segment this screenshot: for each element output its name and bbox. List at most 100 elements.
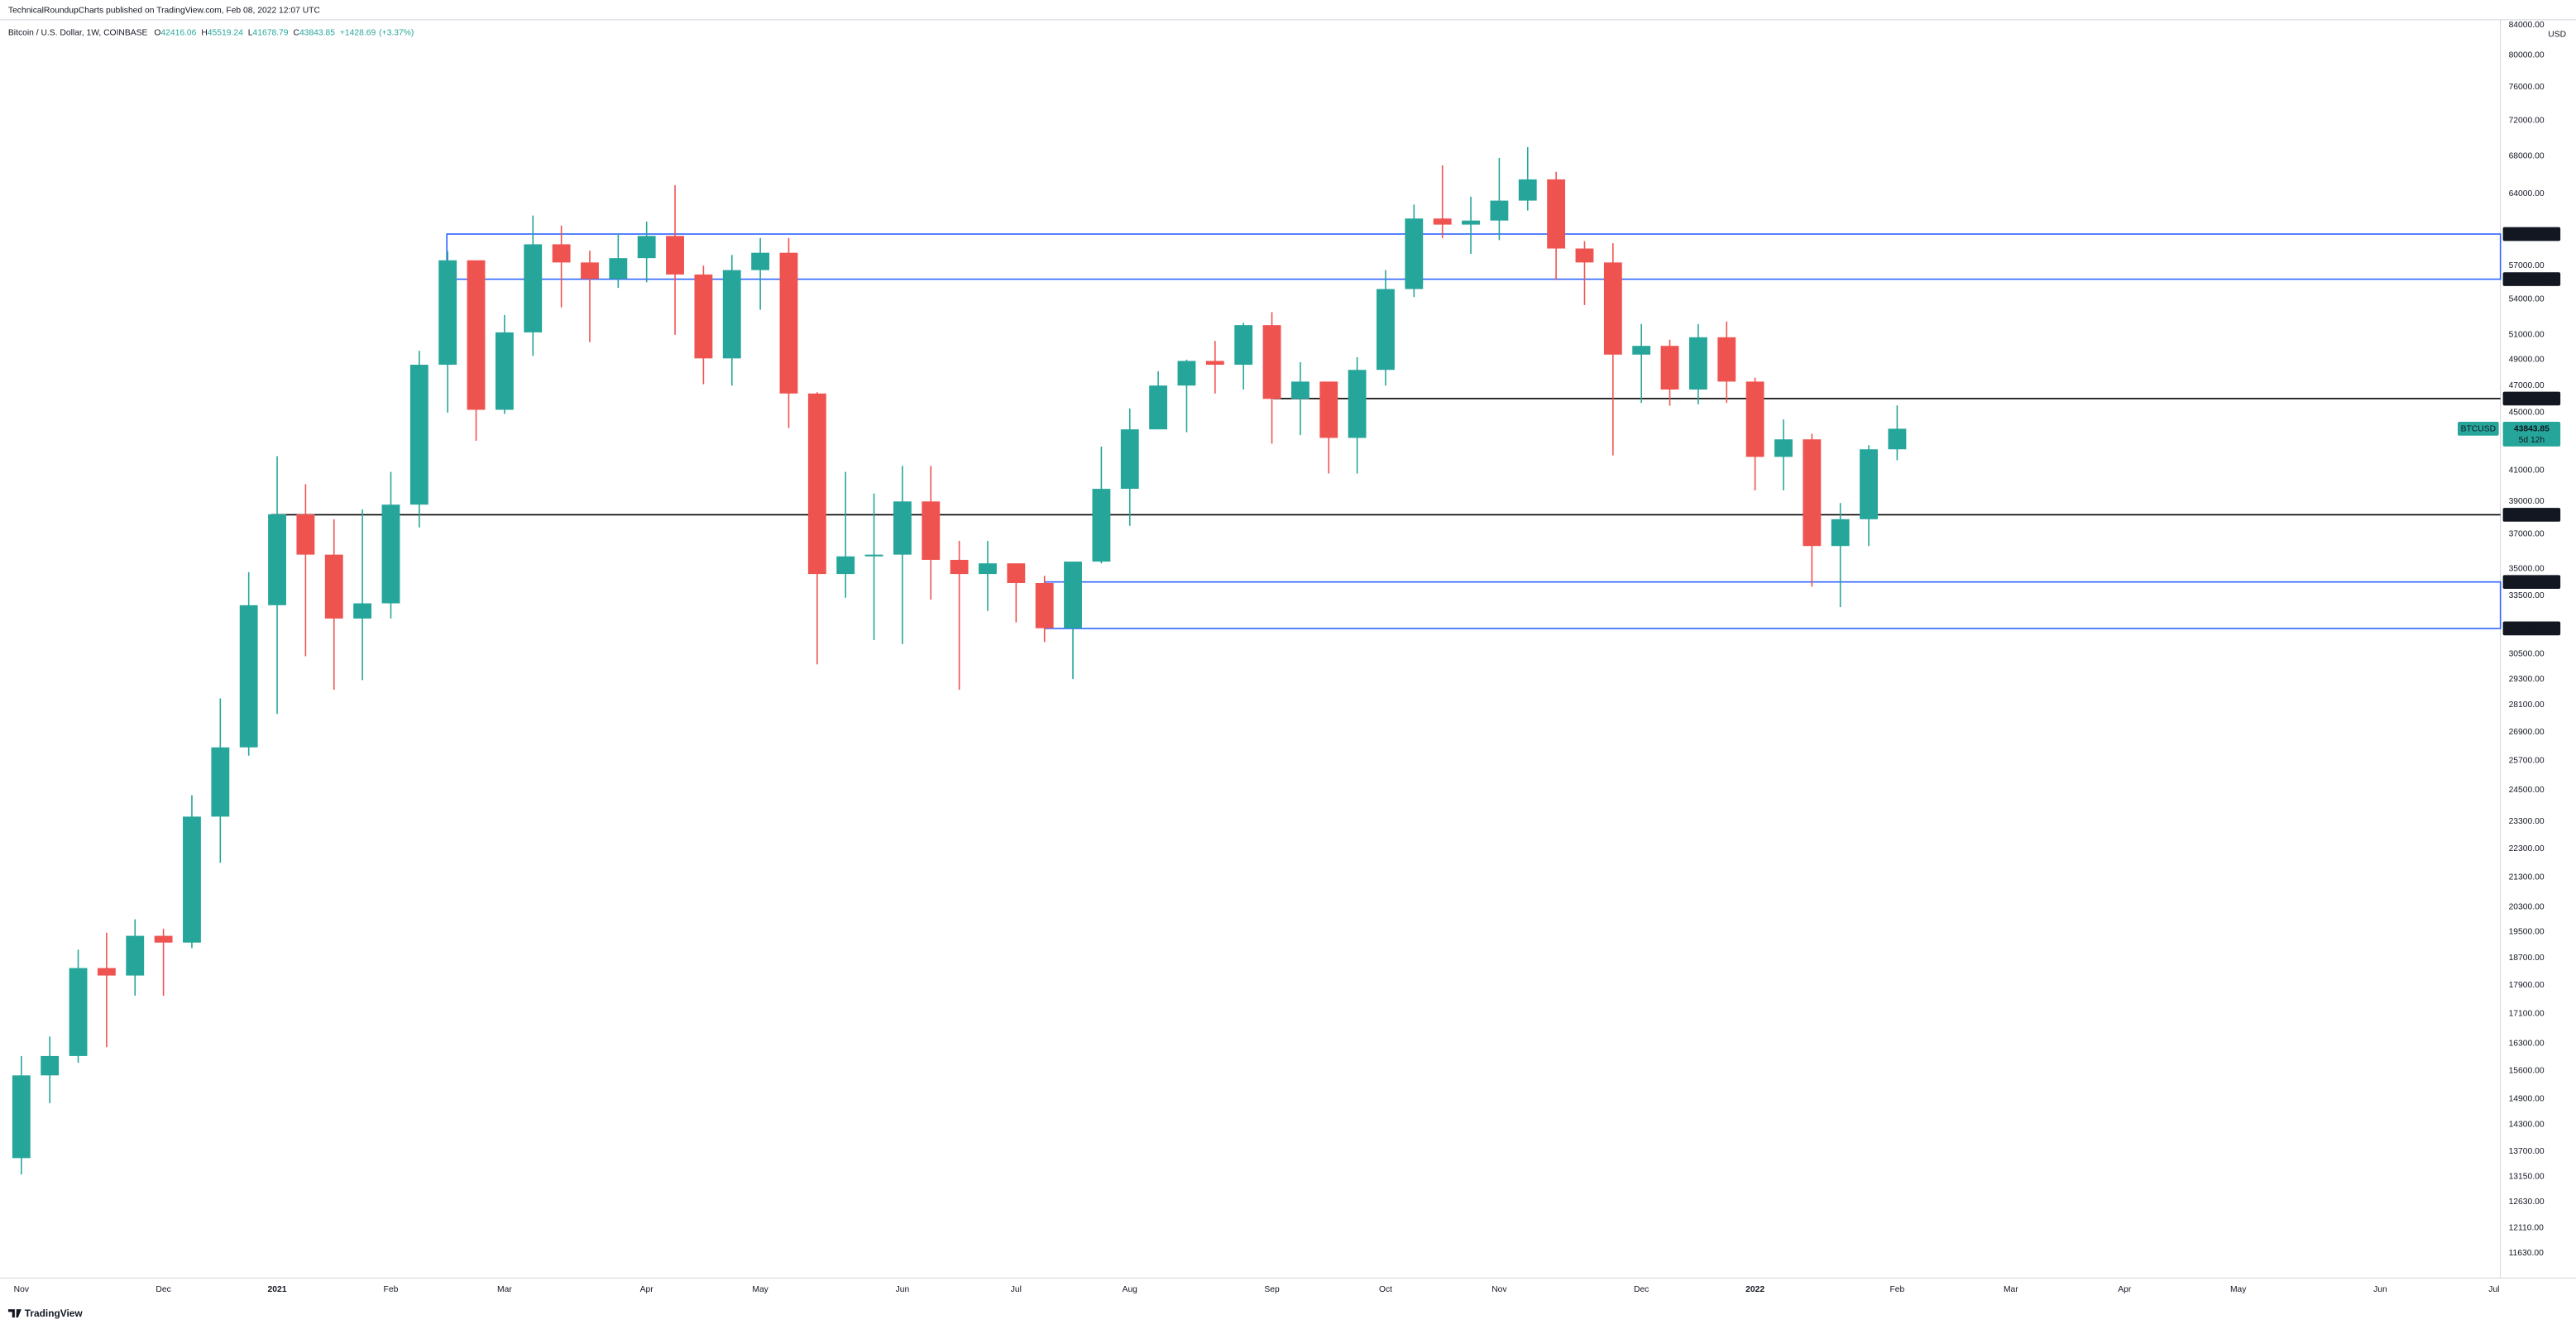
logo-mark [7, 1309, 22, 1318]
candle-body [1745, 381, 1764, 457]
candle-body [1007, 563, 1026, 583]
candle-body [1377, 289, 1395, 370]
candle-body [69, 968, 88, 1056]
y-tick-label: 35000.00 [2509, 564, 2545, 573]
x-tick-label: Jul [2488, 1285, 2499, 1294]
y-tick-label: 57000.00 [2509, 261, 2545, 270]
y-tick-label: 11630.00 [2509, 1249, 2545, 1258]
x-tick-label: Nov [1491, 1285, 1507, 1294]
y-tick-label: 23300.00 [2509, 817, 2545, 826]
x-tick-label: Sep [1264, 1285, 1280, 1294]
candle-body [779, 252, 798, 394]
y-tick-label: 72000.00 [2509, 117, 2545, 126]
legend-value: 43843.85 [299, 28, 335, 37]
candle-body [211, 747, 230, 817]
legend-letter: C [293, 28, 299, 37]
x-tick-label: Jun [896, 1285, 910, 1294]
candle-body [97, 968, 116, 976]
y-tick-label: 51000.00 [2509, 331, 2545, 340]
candle-body [836, 556, 855, 575]
candle-body [12, 1075, 31, 1159]
x-tick-label: Apr [2118, 1285, 2132, 1294]
candle-body [950, 559, 969, 575]
x-tick-label: Feb [1890, 1285, 1905, 1294]
candle-body [1490, 200, 1509, 221]
legend-value: 41678.79 [253, 28, 289, 37]
price-label: 38171.57 [2514, 511, 2550, 520]
symbol-legend: Bitcoin / U.S. Dollar, 1W, COINBASE O4241… [8, 28, 414, 37]
candle-body [296, 514, 315, 555]
candle-body [1149, 385, 1168, 430]
candle-body [552, 244, 571, 263]
candle-body [1177, 361, 1196, 386]
candle-body [268, 514, 286, 605]
price-label: 46024.23 [2514, 394, 2550, 404]
candle-body [353, 603, 372, 619]
candle-body [1120, 429, 1139, 490]
candle-body [1462, 220, 1480, 225]
legend-change-pct: (+3.37%) [379, 28, 414, 37]
y-tick-label: 25700.00 [2509, 756, 2545, 765]
candle-body [694, 274, 713, 359]
candle-body [581, 262, 599, 280]
price-label-box [2502, 272, 2561, 286]
y-tick-label: 30500.00 [2509, 650, 2545, 659]
candle-body [41, 1055, 60, 1076]
y-tick-label: 39000.00 [2509, 497, 2545, 506]
y-tick-label: 45000.00 [2509, 409, 2545, 418]
candle-body [1092, 489, 1111, 562]
price-label: 31788.25 [2514, 624, 2550, 633]
y-tick-label: 21300.00 [2509, 872, 2545, 882]
candle-body [1660, 346, 1679, 390]
y-tick-label: 68000.00 [2509, 151, 2545, 160]
candle-body [1860, 449, 1878, 519]
candle-body [239, 605, 258, 748]
y-tick-label: 49000.00 [2509, 356, 2545, 365]
candle-body [183, 816, 201, 943]
candle-body [1632, 346, 1651, 355]
y-tick-label: 20300.00 [2509, 902, 2545, 911]
y-tick-label: 41000.00 [2509, 466, 2545, 475]
publisher-line: TechnicalRoundupCharts published on Trad… [8, 7, 321, 16]
x-tick-label: Feb [384, 1285, 399, 1294]
x-tick-label: Mar [2004, 1285, 2018, 1294]
ticker-box [2458, 422, 2499, 436]
candle-body [495, 332, 514, 410]
legend-change: +1428.69 [340, 28, 376, 37]
candle-body [438, 260, 457, 366]
candle-body [864, 554, 883, 557]
candle-body [1688, 337, 1707, 390]
x-tick-label: Dec [1634, 1285, 1649, 1294]
last-price-label: 43843.85 [2514, 425, 2550, 434]
currency: USD [2548, 30, 2566, 39]
footer-logo: TradingView [7, 1307, 84, 1319]
price-label-box [2502, 575, 2561, 590]
y-tick-label: 29300.00 [2509, 675, 2545, 684]
price-label-box [2502, 621, 2561, 636]
countdown-label: 5d 12h [2519, 436, 2545, 445]
price-label: 34259.22 [2514, 578, 2550, 587]
y-tick-label: 13150.00 [2509, 1173, 2545, 1182]
price-label-box [2502, 227, 2561, 241]
y-tick-label: 13700.00 [2509, 1147, 2545, 1156]
footer-brand: TradingView [25, 1307, 84, 1319]
candle-body [1319, 381, 1338, 438]
y-tick-label: 22300.00 [2509, 844, 2545, 853]
y-tick-label: 64000.00 [2509, 189, 2545, 198]
y-tick-label: 76000.00 [2509, 83, 2545, 92]
x-tick-label: Nov [14, 1285, 30, 1294]
x-tick-label: Jul [1011, 1285, 1022, 1294]
candle-body [1035, 582, 1054, 629]
candle-body [1603, 262, 1622, 355]
candle-body [324, 554, 343, 619]
candle-body [1575, 248, 1594, 263]
x-tick-label: Apr [640, 1285, 654, 1294]
candle-body [1234, 325, 1253, 366]
candle-body [1290, 381, 1310, 399]
legend-letter: L [248, 28, 253, 37]
x-tick-label: 2021 [268, 1285, 287, 1294]
y-tick-label: 14900.00 [2509, 1095, 2545, 1104]
price-label-box [2502, 508, 2561, 522]
